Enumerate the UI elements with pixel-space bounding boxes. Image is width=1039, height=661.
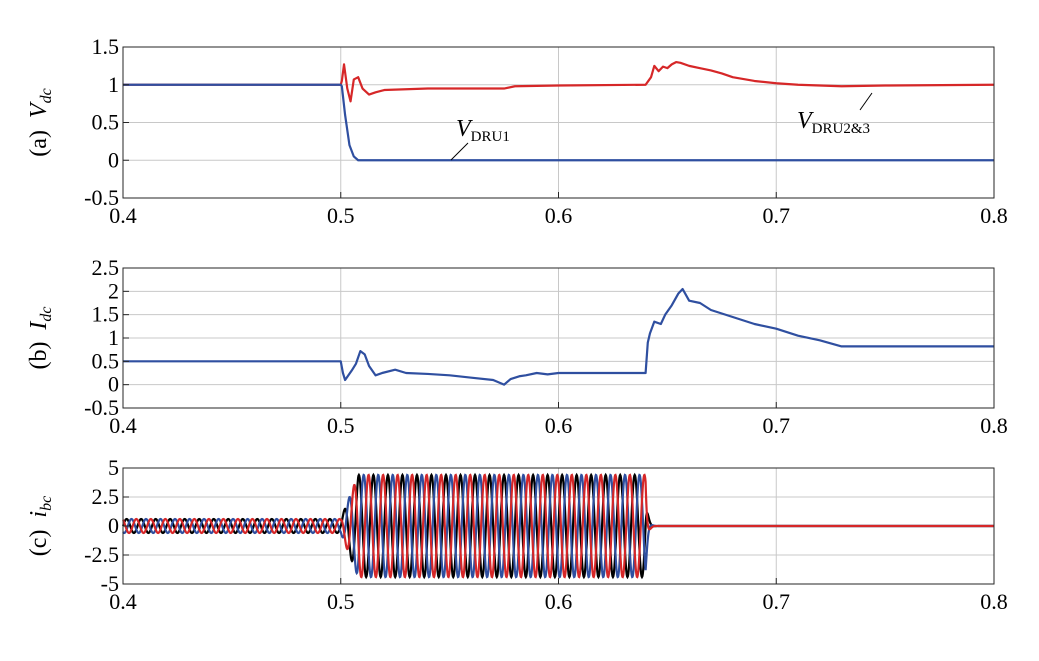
annotation-leader-line xyxy=(450,142,469,161)
y-tick-label: -2.5 xyxy=(84,542,119,567)
y-tick-label: 0 xyxy=(108,372,119,397)
panel-c-ylabel: (c) ibc xyxy=(26,496,55,556)
x-tick-label: 0.6 xyxy=(545,413,573,438)
x-tick-label: 0.5 xyxy=(327,589,355,614)
y-tick-label: 2.5 xyxy=(92,255,120,280)
x-tick-label: 0.7 xyxy=(763,589,791,614)
panel-c-ticks: 0.4 0.5 0.6 0.7 0.8 5 2.5 0 -2.5 -5 xyxy=(84,455,1008,614)
y-tick-label: -0.5 xyxy=(84,395,119,420)
annotation-leader-line xyxy=(859,92,873,111)
y-tick-label: 1.5 xyxy=(92,302,120,327)
y-tick-label: 1.5 xyxy=(92,34,120,59)
x-tick-label: 0.8 xyxy=(980,413,1008,438)
series-line-phase-3 xyxy=(122,473,994,579)
x-tick-label: 0.6 xyxy=(545,203,573,228)
panel-a-annotations: VDRU1 VDRU2&3 xyxy=(450,92,873,161)
panel-b-grid xyxy=(123,268,994,408)
y-tick-label: 0.5 xyxy=(92,348,120,373)
x-tick-label: 0.4 xyxy=(109,589,137,614)
y-tick-label: 2.5 xyxy=(92,484,120,509)
panel-a-ylabel: (a) Vdc xyxy=(26,88,55,156)
x-tick-label: 0.6 xyxy=(545,589,573,614)
y-tick-label: 1 xyxy=(108,72,119,97)
panel-b-ticks: 0.4 0.5 0.6 0.7 0.82.521.510.50-0.5 xyxy=(84,255,1008,438)
series-line-1 xyxy=(123,287,994,386)
x-tick-label: 0.8 xyxy=(980,589,1008,614)
x-tick-label: 0.7 xyxy=(763,413,791,438)
panel-b-ylabel: (b) Idc xyxy=(26,306,55,369)
panel-c-series xyxy=(121,472,994,580)
panel-a-ticks: 0.4 0.5 0.6 0.7 0.8 1.5 1 0.5 0 -0.5 xyxy=(84,34,1008,228)
x-tick-label: 0.5 xyxy=(327,203,355,228)
y-tick-label: -0.5 xyxy=(84,185,119,210)
x-tick-label: 0.7 xyxy=(763,203,791,228)
annotation-label: VDRU1 xyxy=(456,116,510,145)
panel-a-vdc: 0.4 0.5 0.6 0.7 0.8 1.5 1 0.5 0 -0.5 (a) Vdc VDRU… xyxy=(26,34,1008,228)
y-tick-label: 1 xyxy=(108,325,119,350)
panel-a-series xyxy=(123,60,995,162)
x-tick-label: 0.8 xyxy=(980,203,1008,228)
panel-b-idc: 0.4 0.5 0.6 0.7 0.82.521.510.50-0.5 (b) Idc xyxy=(26,255,1008,438)
y-tick-label: -5 xyxy=(101,571,119,596)
panel-b-series xyxy=(123,287,994,386)
y-tick-label: 0 xyxy=(108,513,119,538)
series-line-2 xyxy=(123,83,994,162)
panel-c-ibc: 0.4 0.5 0.6 0.7 0.8 5 2.5 0 -2.5 -5 (c) ibc xyxy=(26,455,1008,614)
annotation-label: VDRU2&3 xyxy=(797,108,870,137)
y-tick-label: 0 xyxy=(108,147,119,172)
series-line-1 xyxy=(123,60,995,103)
x-tick-label: 0.4 xyxy=(109,413,137,438)
y-tick-label: 5 xyxy=(108,455,119,480)
x-tick-label: 0.4 xyxy=(109,203,137,228)
y-tick-label: 0.5 xyxy=(92,110,120,135)
y-tick-label: 2 xyxy=(108,278,119,303)
x-tick-label: 0.5 xyxy=(327,413,355,438)
